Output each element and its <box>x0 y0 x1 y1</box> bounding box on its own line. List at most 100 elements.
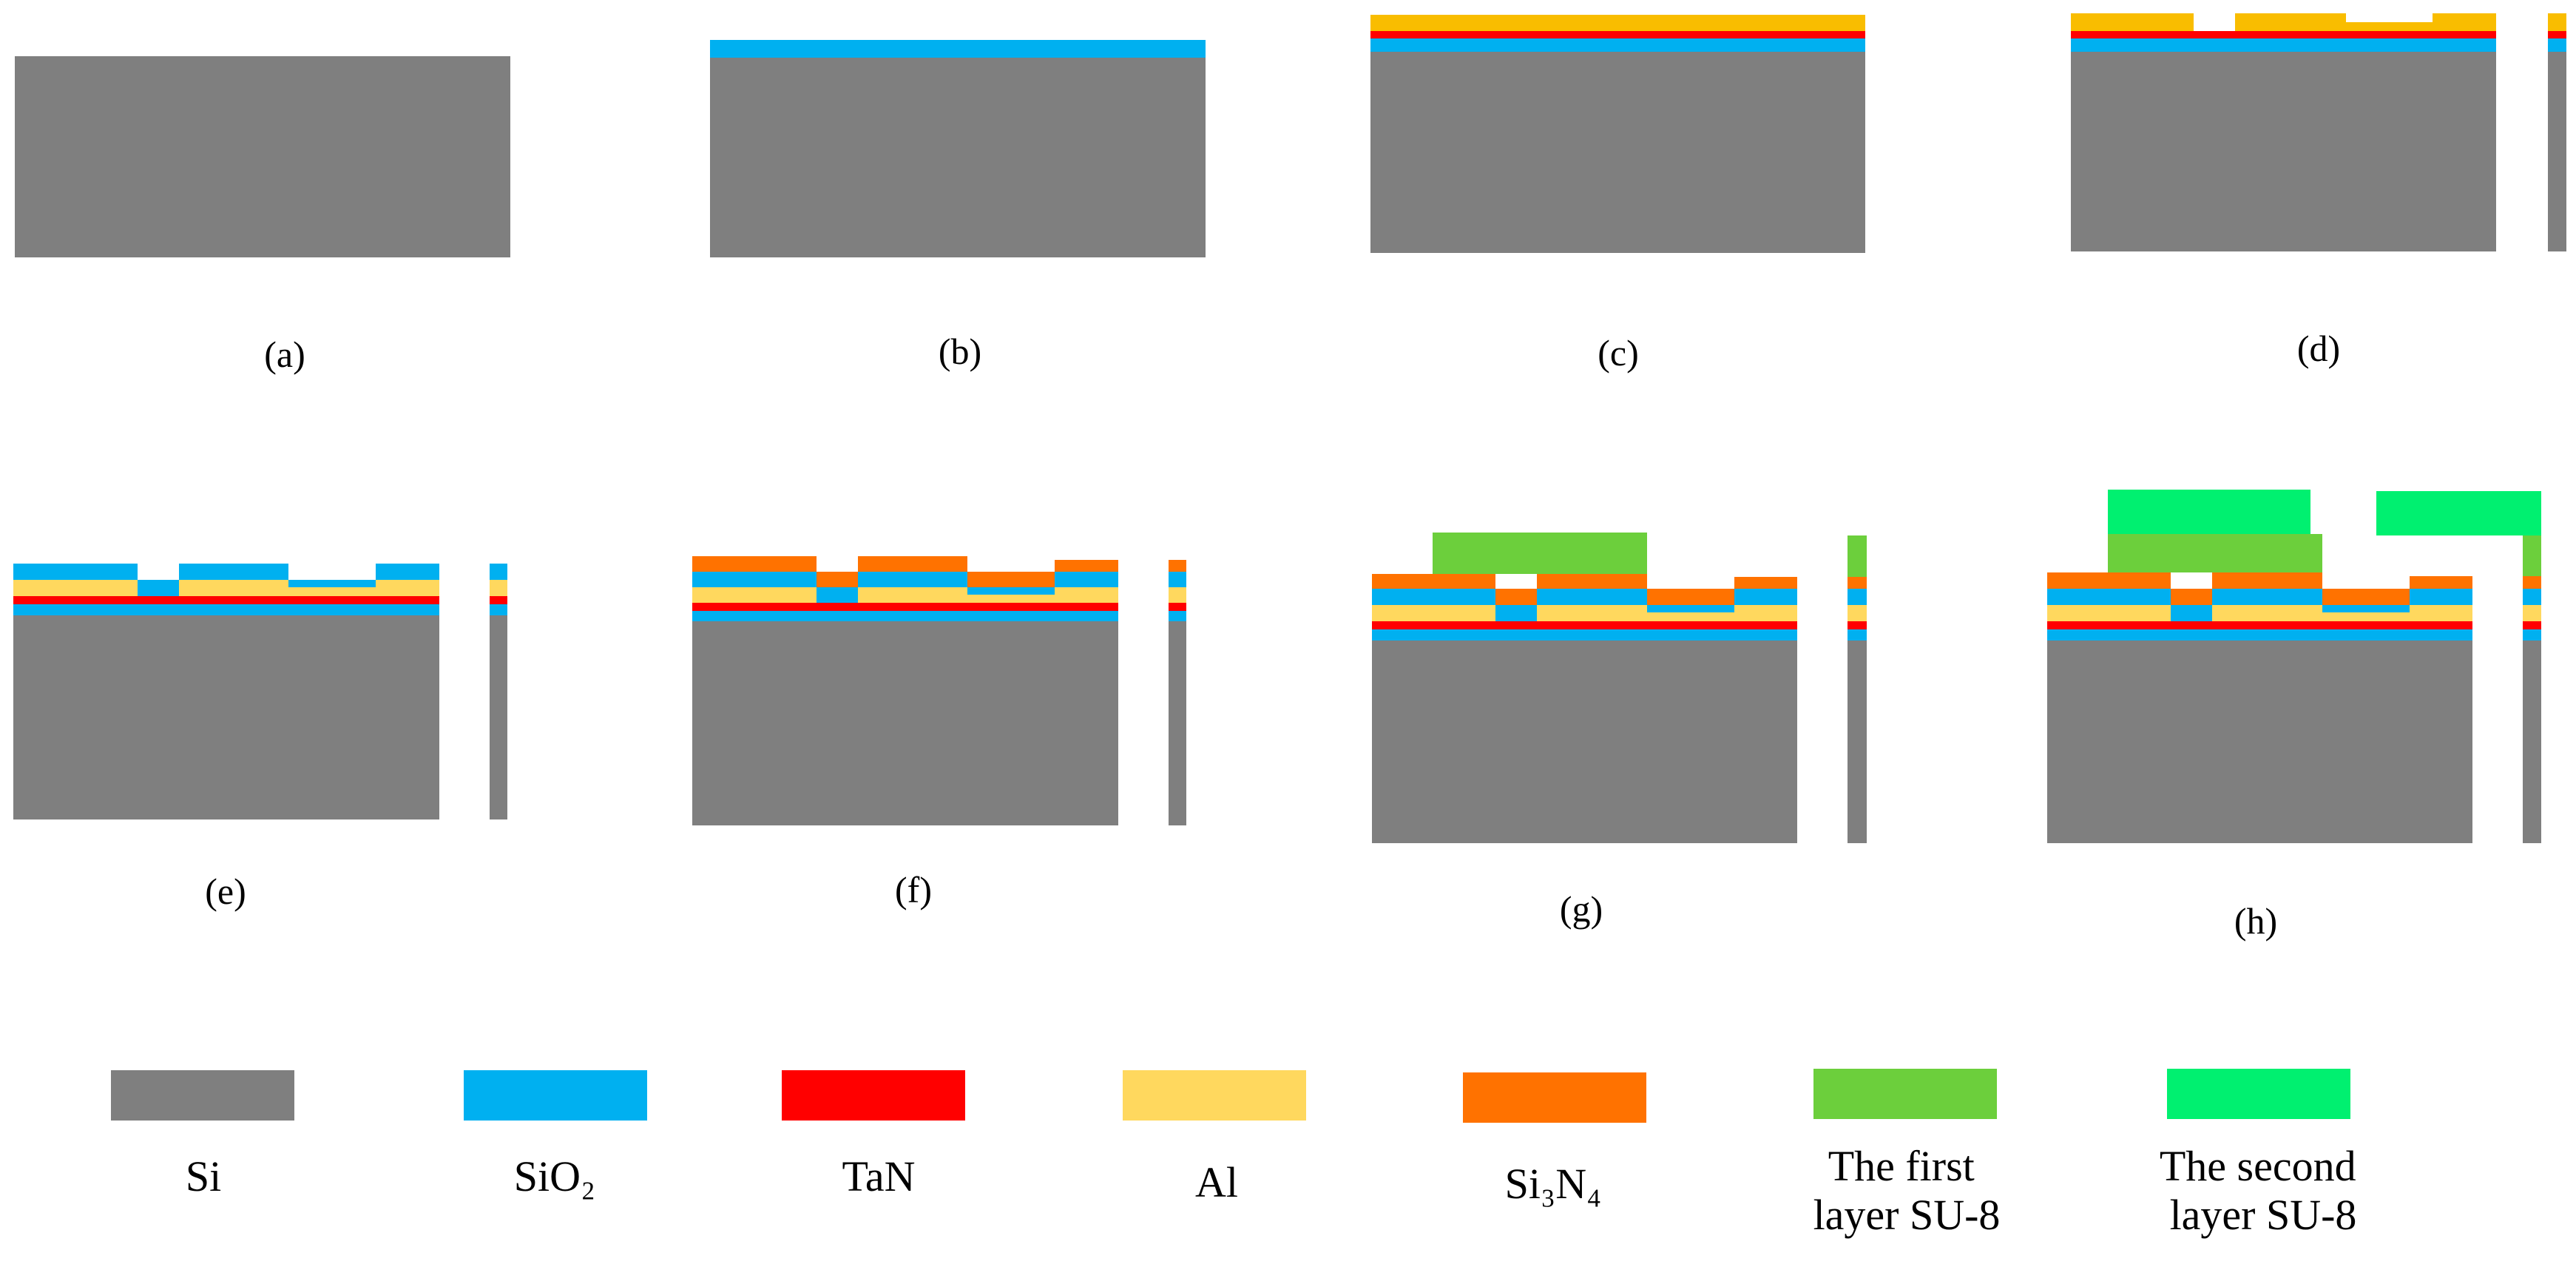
tan-layer <box>13 596 439 604</box>
legend-swatch-tan <box>782 1070 965 1121</box>
sio2-layer <box>692 611 1118 621</box>
si3n4-top <box>2047 572 2171 589</box>
step-d: (d) <box>2071 13 2566 369</box>
sio2-thin <box>2322 605 2410 612</box>
al-layer <box>1370 15 1865 31</box>
sio2-mid <box>1372 589 1495 605</box>
sio2-mid <box>2212 589 2322 605</box>
tan-layer <box>692 603 1118 611</box>
sio2-top <box>179 564 288 580</box>
si3n4-top <box>1734 577 1797 589</box>
si-edge <box>1848 641 1867 843</box>
si-substrate <box>1372 641 1797 843</box>
legend-swatch-su8-first <box>1813 1069 1997 1119</box>
legend-swatch-si3n4 <box>1463 1072 1646 1123</box>
caption-h: (h) <box>2234 900 2277 942</box>
sio2-edge <box>1169 611 1186 621</box>
sio2-edge <box>2523 629 2541 641</box>
si3n4-gap <box>817 572 858 587</box>
sio2-gap <box>138 580 179 596</box>
al-edge <box>1848 605 1867 621</box>
sio2-mid <box>2047 589 2171 605</box>
si3n4-edge <box>1169 560 1186 572</box>
al-edge <box>1169 587 1186 603</box>
si3n4-thin <box>1647 589 1734 605</box>
su8-second-block <box>2108 490 2310 534</box>
legend: Si SiO₂ TaN Al Si₃N₄ The first layer SU-… <box>111 1069 2367 1239</box>
step-c: (c) <box>1370 15 1865 374</box>
sio2-mid <box>692 572 817 587</box>
sio2-thin <box>1647 605 1734 612</box>
caption-d: (d) <box>2297 328 2340 369</box>
sio2-layer <box>2047 629 2472 641</box>
sio2-mid <box>1055 572 1118 587</box>
si3n4-top <box>1372 574 1495 589</box>
si-edge <box>2523 641 2541 843</box>
caption-a: (a) <box>264 334 305 375</box>
si3n4-edge <box>2523 576 2541 589</box>
su8-first-block <box>2108 534 2322 572</box>
sio2-top <box>376 564 439 580</box>
legend-label-sio2: SiO₂ <box>514 1152 595 1200</box>
si3n4-edge <box>1848 577 1867 589</box>
step-a: (a) <box>15 56 510 375</box>
sio2-edge <box>2548 38 2566 52</box>
sio2-edge <box>490 604 507 615</box>
si-substrate <box>15 56 510 257</box>
sio2-edge <box>1848 629 1867 641</box>
si-substrate <box>13 615 439 819</box>
su8-first-edge <box>2523 535 2541 576</box>
sio2-gap <box>2171 605 2212 621</box>
si3n4-gap <box>1495 589 1537 605</box>
legend-label-su8-second-line2: layer SU-8 <box>2170 1191 2357 1239</box>
legend-label-su8-first-line1: The first <box>1828 1142 1975 1190</box>
tan-edge <box>2548 31 2566 38</box>
legend-label-su8-first: The first layer SU-8 <box>1813 1142 2001 1239</box>
sio2-thin <box>967 587 1055 595</box>
sio2-mid <box>1537 589 1647 605</box>
sio2-edge-top <box>490 564 507 580</box>
step-b: (b) <box>710 40 1206 372</box>
sio2-layer <box>1372 629 1797 641</box>
sio2-top <box>13 564 138 580</box>
sio2-gap <box>1495 605 1537 621</box>
si3n4-gap <box>2171 589 2212 605</box>
sio2-mid <box>858 572 967 587</box>
al-thin <box>2346 22 2433 31</box>
step-f: (f) <box>692 556 1186 910</box>
tan-edge <box>1848 621 1867 629</box>
caption-f: (f) <box>895 869 932 910</box>
al-pad <box>2235 13 2346 31</box>
al-edge <box>2548 13 2566 31</box>
si-substrate <box>692 621 1118 825</box>
si3n4-thin <box>967 572 1055 587</box>
si3n4-top <box>692 556 817 572</box>
step-g: (g) <box>1372 533 1867 930</box>
si-substrate <box>2071 52 2496 251</box>
legend-label-su8-second: The second layer SU-8 <box>2160 1142 2367 1239</box>
al-pad <box>2433 13 2496 31</box>
tan-layer <box>2071 31 2496 38</box>
legend-label-si: Si <box>186 1152 221 1200</box>
legend-swatch-si <box>111 1070 294 1121</box>
legend-label-su8-second-line1: The second <box>2160 1142 2356 1190</box>
sio2-layer <box>710 40 1206 58</box>
si3n4-top <box>858 556 967 572</box>
si-edge <box>2548 52 2566 251</box>
sio2-edge-mid <box>2523 589 2541 605</box>
su8-first-edge <box>1848 535 1867 577</box>
sio2-edge-mid <box>1848 589 1867 605</box>
si-edge <box>1169 621 1186 825</box>
sio2-thin <box>288 580 376 587</box>
tan-edge <box>1169 603 1186 611</box>
sio2-layer <box>2071 38 2496 52</box>
legend-label-al: Al <box>1195 1158 1238 1206</box>
tan-edge <box>490 596 507 604</box>
tan-edge <box>2523 621 2541 629</box>
legend-label-si3n4: Si₃N₄ <box>1505 1160 1602 1208</box>
si3n4-top <box>2410 576 2472 589</box>
legend-swatch-su8-second <box>2167 1069 2350 1119</box>
al-edge <box>2523 605 2541 621</box>
su8-first-block <box>1433 533 1647 574</box>
